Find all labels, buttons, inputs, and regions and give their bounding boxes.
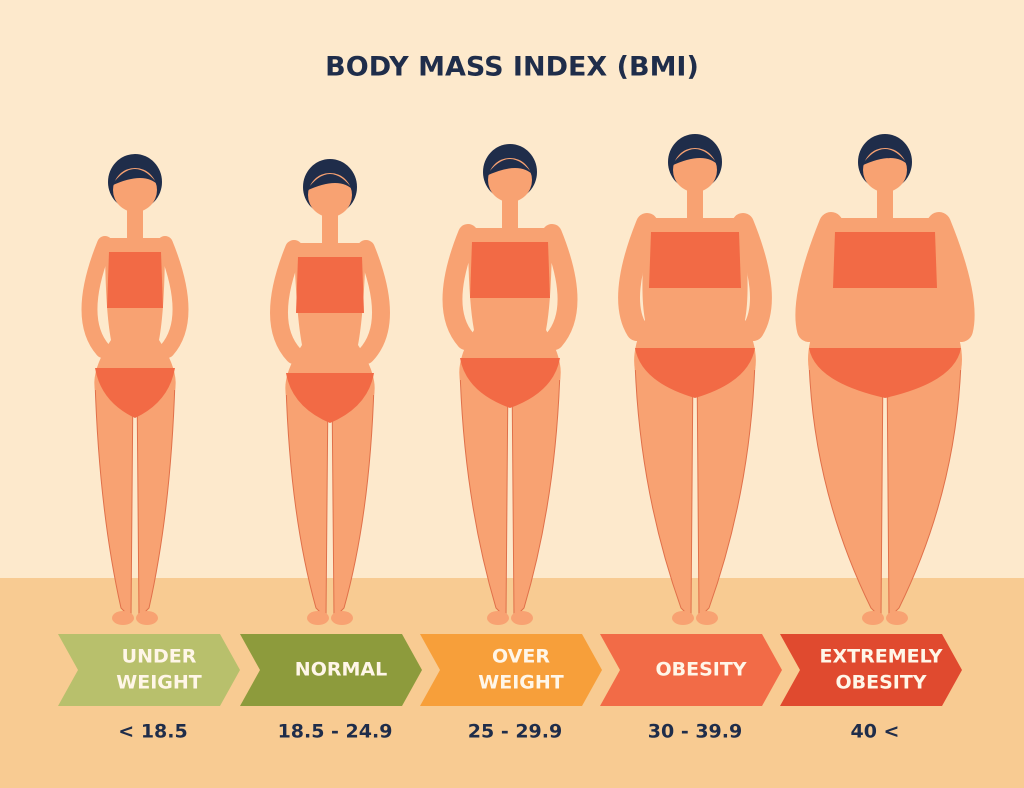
leg <box>285 384 329 620</box>
foot <box>672 611 694 625</box>
bmi-range: 40 < <box>851 721 900 743</box>
top <box>649 232 741 288</box>
category-arrow <box>600 634 782 706</box>
figure <box>618 134 772 625</box>
arm <box>157 236 189 358</box>
leg <box>634 359 694 620</box>
fringe <box>671 149 719 166</box>
top <box>107 252 163 308</box>
leg <box>511 369 561 620</box>
arm <box>442 224 478 350</box>
arm <box>795 212 843 342</box>
bottoms <box>809 348 961 398</box>
category-arrow <box>420 634 602 706</box>
leg <box>886 359 962 620</box>
foot <box>487 611 509 625</box>
top <box>470 242 550 298</box>
figure <box>81 154 189 625</box>
neck <box>502 198 518 230</box>
foot <box>511 611 533 625</box>
neck <box>877 188 893 220</box>
foot <box>862 611 884 625</box>
figures <box>81 134 975 625</box>
arm <box>81 236 113 358</box>
category-label: EXTREMELY <box>820 646 943 668</box>
category-arrow <box>240 634 422 706</box>
category-label: OBESITY <box>835 672 926 694</box>
bmi-range: 25 - 29.9 <box>468 721 562 743</box>
bmi-range: 30 - 39.9 <box>648 721 742 743</box>
leg <box>136 379 176 620</box>
leg <box>696 359 756 620</box>
category-arrow <box>58 634 240 706</box>
category-label: OBESITY <box>655 659 746 681</box>
category-label: NORMAL <box>295 659 387 681</box>
fringe <box>111 169 159 186</box>
arm <box>732 213 772 341</box>
figure <box>270 159 390 625</box>
category-bar: UNDER WEIGHT < 18.5 NORMAL 18.5 - 24.9 OVER WE… <box>58 634 962 743</box>
fringe <box>306 174 354 191</box>
leg <box>459 369 509 620</box>
category-label: WEIGHT <box>478 672 564 694</box>
foot <box>307 611 329 625</box>
category-label: OVER <box>492 646 550 668</box>
top <box>296 257 364 313</box>
bottoms <box>460 358 560 408</box>
arm <box>542 224 578 350</box>
leg <box>331 384 375 620</box>
category-label: WEIGHT <box>116 672 202 694</box>
arm <box>357 240 390 364</box>
arm <box>927 212 975 342</box>
leg <box>808 359 884 620</box>
foot <box>112 611 134 625</box>
foot <box>886 611 908 625</box>
top <box>833 232 937 288</box>
fringe <box>861 149 909 166</box>
neck <box>127 208 143 240</box>
bmi-range: < 18.5 <box>118 721 187 743</box>
category-arrow <box>780 634 962 706</box>
leg <box>94 379 134 620</box>
bottoms <box>286 373 374 423</box>
title: BODY MASS INDEX (BMI) <box>325 52 699 83</box>
arm <box>270 240 303 364</box>
foot <box>136 611 158 625</box>
neck <box>322 213 338 245</box>
fringe <box>486 159 534 176</box>
foot <box>331 611 353 625</box>
bottoms <box>635 348 755 398</box>
figure <box>795 134 975 625</box>
figure <box>442 144 578 625</box>
category-label: UNDER <box>122 646 197 668</box>
bottoms <box>95 368 175 418</box>
neck <box>687 188 703 220</box>
foot <box>696 611 718 625</box>
arm <box>618 213 658 341</box>
bmi-range: 18.5 - 24.9 <box>278 721 393 743</box>
